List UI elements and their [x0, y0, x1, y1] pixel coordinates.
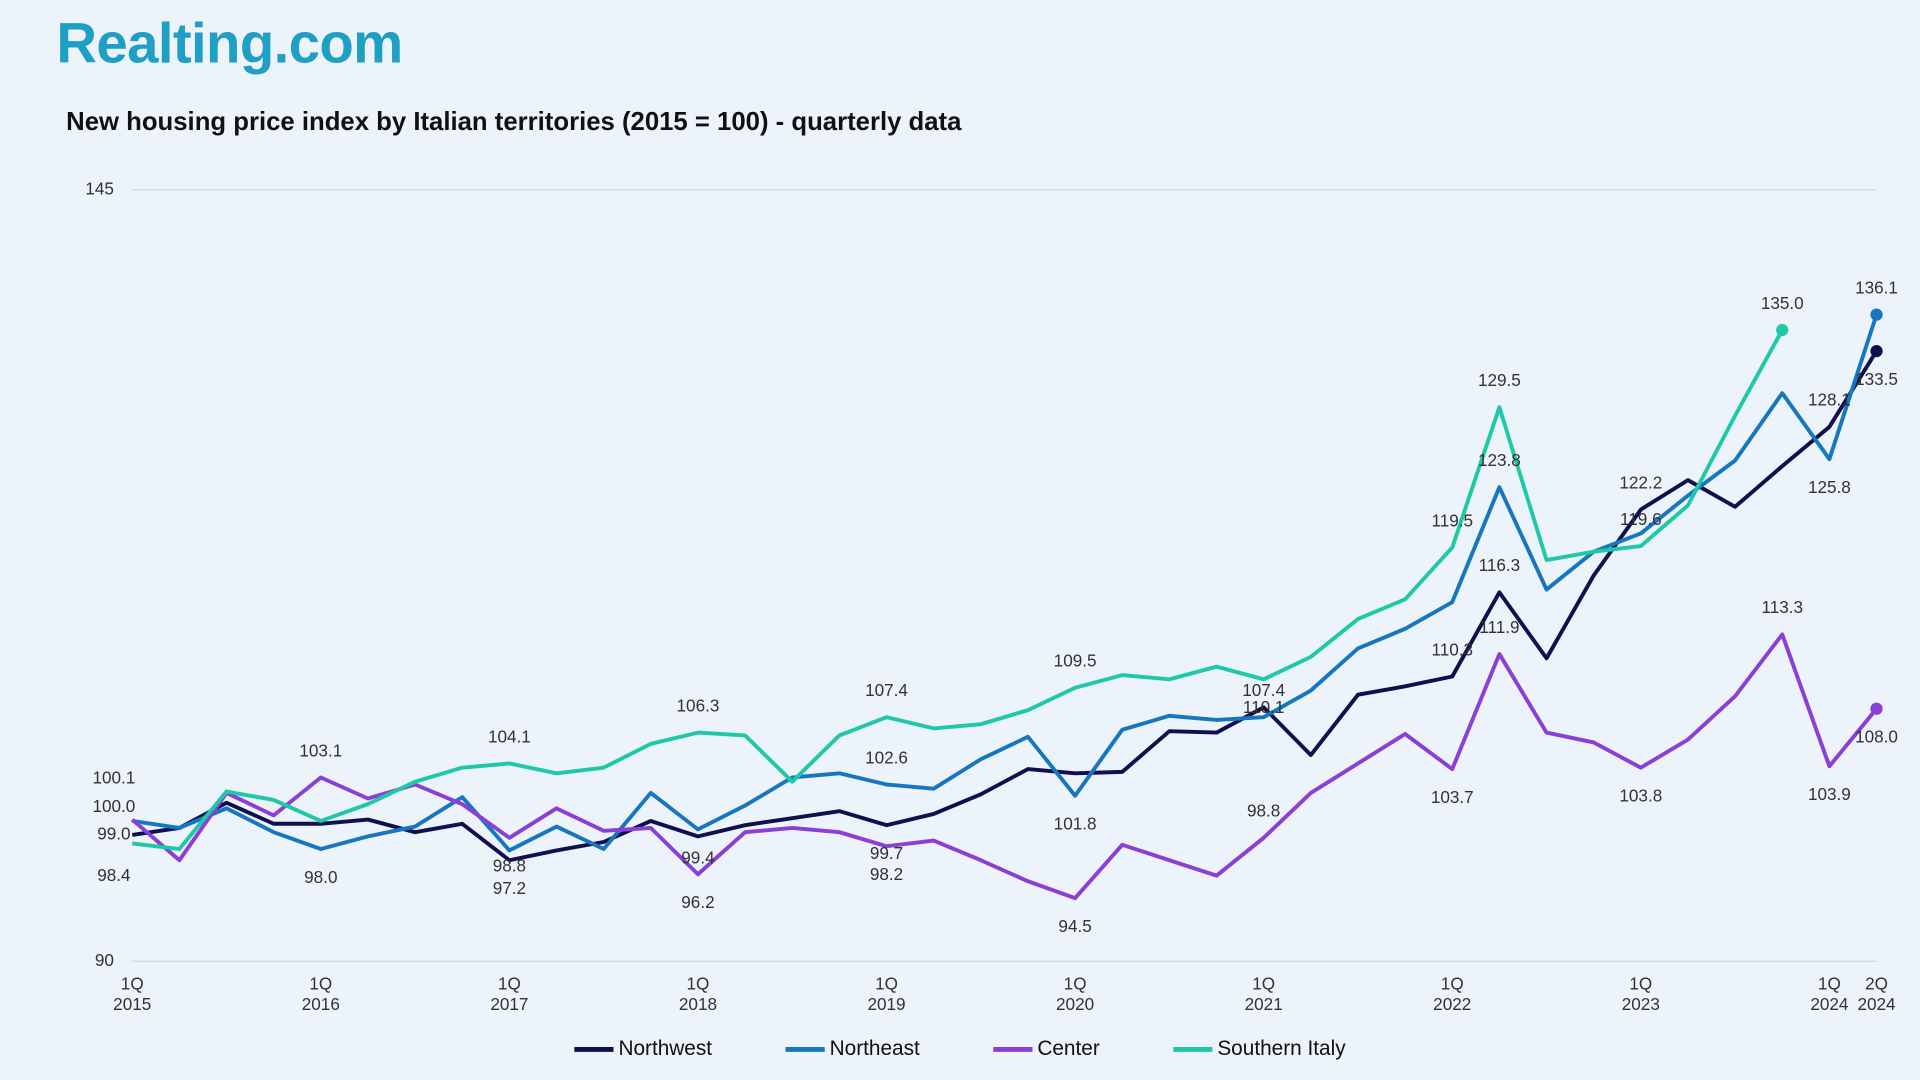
data-label: 109.5: [1054, 651, 1097, 671]
data-label: 107.4: [865, 680, 908, 700]
data-label: 99.0: [97, 824, 130, 844]
x-tick-label: 1Q 2021: [1244, 973, 1283, 1014]
x-tick-label: 1Q 2024: [1810, 973, 1849, 1014]
data-label: 100.0: [92, 796, 135, 816]
y-tick-label: 90: [95, 950, 114, 970]
data-label: 136.1: [1855, 277, 1898, 297]
end-point: [1870, 344, 1883, 358]
data-label: 111.9: [1479, 617, 1519, 637]
data-label: 98.0: [304, 867, 337, 887]
data-label: 102.6: [865, 747, 908, 767]
x-tick-label: 1Q 2022: [1433, 973, 1472, 1014]
data-label: 119.6: [1620, 509, 1662, 529]
data-label: 135.0: [1761, 293, 1804, 313]
legend-label: Southern Italy: [1217, 1037, 1346, 1060]
x-tick-label: 1Q 2020: [1056, 973, 1095, 1014]
data-label: 119.5: [1431, 510, 1473, 530]
data-label: 116.3: [1479, 555, 1521, 575]
data-label: 107.4: [1242, 680, 1285, 700]
series-line: [131, 350, 1879, 863]
brand-logo[interactable]: Realting.com: [56, 11, 403, 75]
data-label: 103.7: [1431, 787, 1474, 807]
series-line: [132, 329, 1784, 851]
x-tick-label: 1Q 2018: [678, 973, 718, 1014]
data-label: 103.8: [1619, 786, 1662, 806]
y-tick-label: 145: [85, 178, 114, 198]
x-tick-label: 1Q 2015: [113, 973, 152, 1014]
data-label: 123.8: [1478, 450, 1521, 470]
x-tick-label: 1Q 2017: [490, 973, 529, 1014]
data-label: 110.3: [1431, 639, 1473, 659]
x-tick-label: 1Q 2019: [867, 973, 906, 1014]
data-label: 100.1: [92, 768, 135, 788]
data-label: 108.0: [1855, 727, 1898, 747]
data-label: 103.9: [1808, 784, 1851, 804]
series-line: [130, 632, 1879, 901]
data-label: 96.2: [681, 892, 714, 912]
data-label: 101.8: [1054, 814, 1097, 834]
x-tick-label: 1Q 2016: [301, 973, 340, 1014]
data-label: 133.5: [1855, 369, 1898, 389]
data-label: 99.7: [870, 843, 903, 863]
data-label: 98.2: [870, 864, 903, 884]
data-label: 97.2: [493, 878, 526, 898]
series-line: [131, 314, 1879, 853]
end-point: [1870, 308, 1883, 321]
data-label: 98.8: [1247, 801, 1280, 821]
data-label: 103.1: [299, 740, 342, 760]
data-label: 113.3: [1761, 597, 1803, 617]
end-point: [1870, 702, 1883, 715]
end-point: [1776, 323, 1789, 337]
x-tick-label: 2Q 2024: [1857, 973, 1896, 1014]
data-label: 94.5: [1058, 916, 1091, 936]
data-label: 104.1: [488, 726, 531, 746]
data-label: 106.3: [677, 695, 720, 715]
data-label: 99.4: [681, 847, 715, 867]
data-label: 98.4: [97, 865, 131, 885]
data-label: 110.1: [1243, 697, 1285, 717]
data-label: 122.2: [1619, 472, 1662, 492]
legend-label: Center: [1037, 1037, 1099, 1060]
data-label: 98.8: [493, 856, 526, 876]
data-label: 128.1: [1808, 390, 1851, 410]
legend-label: Northeast: [830, 1037, 920, 1060]
data-label: 129.5: [1478, 370, 1521, 390]
x-tick-label: 1Q 2023: [1621, 973, 1660, 1014]
data-label: 125.8: [1808, 477, 1851, 497]
chart-title: New housing price index by Italian terri…: [66, 107, 962, 136]
legend-label: Northwest: [618, 1037, 712, 1060]
